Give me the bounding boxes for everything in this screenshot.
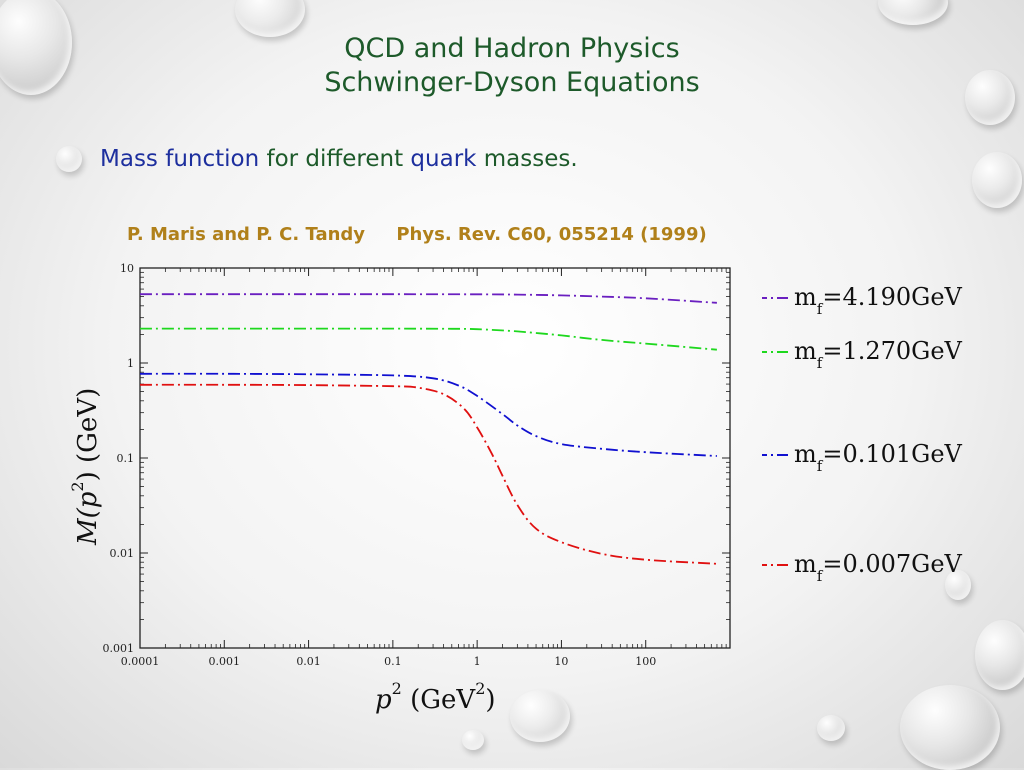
x-tick-label: 0.0001 [121, 655, 160, 668]
x-tick-label: 100 [635, 655, 656, 668]
x-tick-label: 10 [554, 655, 568, 668]
x-tick-label: 1 [474, 655, 481, 668]
water-drop-decoration [900, 685, 1000, 770]
subtitle: Mass function for different quark masses… [100, 146, 578, 172]
x-tick-label: 0.1 [384, 655, 402, 668]
subtitle-text: for different [259, 146, 411, 172]
series-line-1 [139, 293, 717, 304]
bullet-point: Mass function for different quark masses… [56, 146, 578, 172]
y-tick-label: 0.1 [117, 452, 135, 465]
legend-label-4: mf=0.007GeV [794, 550, 963, 585]
x-tick-label: 0.001 [209, 655, 241, 668]
bullet-drop-icon [56, 146, 82, 172]
citation: P. Maris and P. C. Tandy Phys. Rev. C60,… [127, 224, 707, 245]
water-drop-decoration [975, 620, 1024, 690]
water-drop-decoration [972, 152, 1022, 208]
y-tick-label: 1 [127, 357, 134, 370]
x-tick-label: 0.01 [296, 655, 321, 668]
subtitle-text-end: masses. [476, 146, 578, 172]
y-tick-label: 0.01 [110, 547, 135, 560]
subtitle-highlight-quark: quark [410, 146, 477, 172]
plot-frame [139, 267, 731, 649]
slide-title-line1: QCD and Hadron Physics [344, 33, 680, 64]
subtitle-highlight-mass: Mass function [100, 146, 260, 172]
slide-title: QCD and Hadron Physics Schwinger-Dyson E… [0, 32, 1024, 100]
series-line-2 [140, 327, 717, 351]
y-tick-label: 10 [120, 262, 134, 275]
water-drop-decoration [510, 690, 570, 742]
water-drop-decoration [965, 70, 1015, 125]
water-drop-decoration [0, 0, 72, 95]
legend-label-3: mf=0.101GeV [794, 440, 963, 475]
water-drop-decoration [945, 570, 971, 600]
series-line-3 [139, 372, 717, 457]
y-axis-label: M(p2) (GeV) [68, 388, 103, 546]
x-axis-label: p2 (GeV2) [375, 679, 496, 715]
water-drop-decoration [817, 715, 845, 741]
y-tick-label: 0.001 [103, 642, 135, 655]
legend-label-1: mf=4.190GeV [794, 283, 963, 318]
slide-title-line2: Schwinger-Dyson Equations [324, 67, 700, 98]
water-drop-decoration [462, 730, 484, 750]
series-line-4 [139, 383, 717, 565]
legend-label-2: mf=1.270GeV [794, 337, 963, 372]
